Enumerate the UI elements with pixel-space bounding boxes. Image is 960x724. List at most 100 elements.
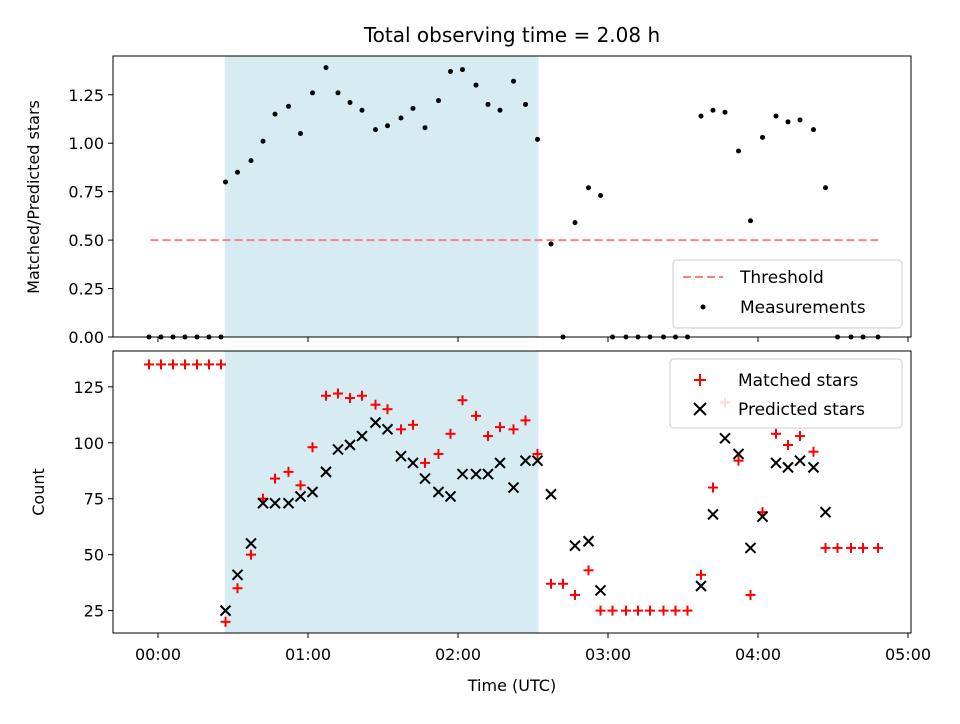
- predicted-star-point: [419, 472, 431, 485]
- predicted-star-d2: [531, 454, 544, 467]
- matched-star-point: [382, 404, 393, 415]
- matched-stars-legend-label: Matched stars: [738, 371, 858, 391]
- predicted-star-d2: [519, 454, 532, 467]
- measurement-point: [748, 218, 753, 224]
- matched-star-point: [180, 359, 190, 370]
- matched-star-point: [216, 359, 226, 370]
- matched-star-point: [283, 466, 294, 477]
- bottom-y-tick-label: 75: [84, 490, 104, 509]
- predicted-star-point: [794, 454, 806, 467]
- matched-star-point: [858, 542, 868, 553]
- matched-star-point: [333, 388, 343, 399]
- measurement-point: [272, 111, 278, 117]
- predicted-star-point: [695, 580, 707, 592]
- predicted-star-d2: [770, 457, 782, 469]
- predicted-star-point: [344, 439, 356, 451]
- measurement-point: [347, 100, 353, 106]
- predicted-star-d2: [494, 457, 506, 469]
- predicted-star-point: [219, 604, 232, 617]
- predicted-star-point: [294, 490, 307, 503]
- predicted-star-d2: [219, 604, 232, 617]
- measurement-point: [773, 113, 779, 119]
- top-observing-interval: [224, 56, 539, 337]
- matched-star-point: [408, 419, 418, 430]
- measurement-point: [548, 241, 554, 247]
- measurement-point: [598, 193, 603, 199]
- predicted-star-point: [756, 510, 769, 523]
- measurement-point: [286, 103, 291, 109]
- measurement-point: [797, 117, 803, 123]
- matched-star-point: [357, 390, 367, 401]
- predicted-star-d2: [732, 448, 745, 460]
- predicted-star-point: [369, 416, 382, 429]
- predicted-star-d2: [356, 430, 368, 442]
- measurement-point: [586, 185, 591, 191]
- predicted-star-point: [770, 457, 782, 469]
- x-axis-label: Time (UTC): [467, 676, 556, 695]
- matched-star-point: [708, 482, 718, 493]
- matched-star-point: [595, 605, 606, 616]
- x-tick-label: 03:00: [585, 645, 631, 664]
- matched-star-point: [192, 359, 202, 370]
- matched-star-point: [532, 448, 543, 459]
- matched-star-point: [370, 399, 381, 410]
- chart-title: Total observing time = 2.08 h: [363, 23, 660, 47]
- measurement-point: [485, 101, 491, 107]
- matched-star-point: [220, 616, 231, 627]
- predicted-star-point: [356, 430, 368, 442]
- predicted-star-point: [807, 461, 820, 474]
- x-tick-label: 02:00: [435, 645, 481, 664]
- predicted-star-d2: [407, 457, 419, 469]
- predicted-star-d2: [332, 443, 344, 456]
- measurement-point: [760, 134, 765, 140]
- predicted-star-point: [744, 542, 757, 554]
- matched-star-point: [607, 605, 618, 616]
- predicted-star-d2: [756, 510, 769, 523]
- matched-star-point: [682, 605, 693, 616]
- predicted-star-d2: [306, 486, 319, 498]
- matched-star-point: [345, 393, 355, 403]
- matched-star-point: [645, 605, 655, 616]
- predicted-star-point: [320, 466, 332, 478]
- matched-star-point: [808, 446, 819, 457]
- measurement-point: [335, 90, 341, 96]
- matched-star-point: [270, 473, 280, 484]
- matched-star-point: [873, 542, 883, 553]
- predicted-star-d2: [269, 497, 281, 509]
- matched-star-point: [246, 549, 256, 560]
- predicted-star-point: [432, 486, 445, 498]
- predicted-star-d2: [569, 540, 581, 552]
- predicted-star-d2: [794, 454, 806, 467]
- predicted-star-d2: [482, 468, 494, 480]
- top-plot-frame: [112, 55, 912, 338]
- predicted-star-point: [732, 448, 745, 460]
- predicted-star-d2: [369, 416, 382, 429]
- threshold-legend-label: Threshold: [739, 268, 824, 288]
- predicted-star-point: [381, 423, 394, 436]
- top-legend: Threshold Measurements: [672, 259, 903, 329]
- measurement-point: [497, 107, 503, 113]
- top-y-axis-label: Matched/Predicted stars: [24, 100, 43, 294]
- predicted-star-d2: [294, 490, 307, 503]
- predicted-star-point: [782, 461, 794, 474]
- top-panel: 0.00 0.25 0.50 0.75 1.00 1.25 Matched/Predict…: [24, 55, 912, 347]
- predicted-star-point: [569, 540, 581, 552]
- matched-star-point: [156, 359, 166, 370]
- predicted-star-d2: [582, 535, 595, 547]
- matched-star-point: [471, 410, 481, 421]
- matched-star-point: [204, 359, 214, 370]
- predicted-stars-legend-label: Predicted stars: [738, 400, 865, 420]
- measurement-point: [310, 90, 315, 96]
- predicted-star-d2: [695, 580, 707, 592]
- measurement-point: [359, 107, 365, 113]
- predicted-star-point: [444, 490, 457, 503]
- measurement-point: [235, 169, 240, 175]
- matched-star-point: [457, 395, 468, 406]
- predicted-star-d2: [545, 488, 557, 500]
- measurement-point: [436, 98, 441, 104]
- matched-star-point: [295, 480, 306, 491]
- predicted-star-point: [407, 457, 419, 469]
- matched-star-point: [621, 605, 631, 616]
- matched-star-point: [670, 605, 681, 616]
- predicted-star-point: [594, 584, 607, 597]
